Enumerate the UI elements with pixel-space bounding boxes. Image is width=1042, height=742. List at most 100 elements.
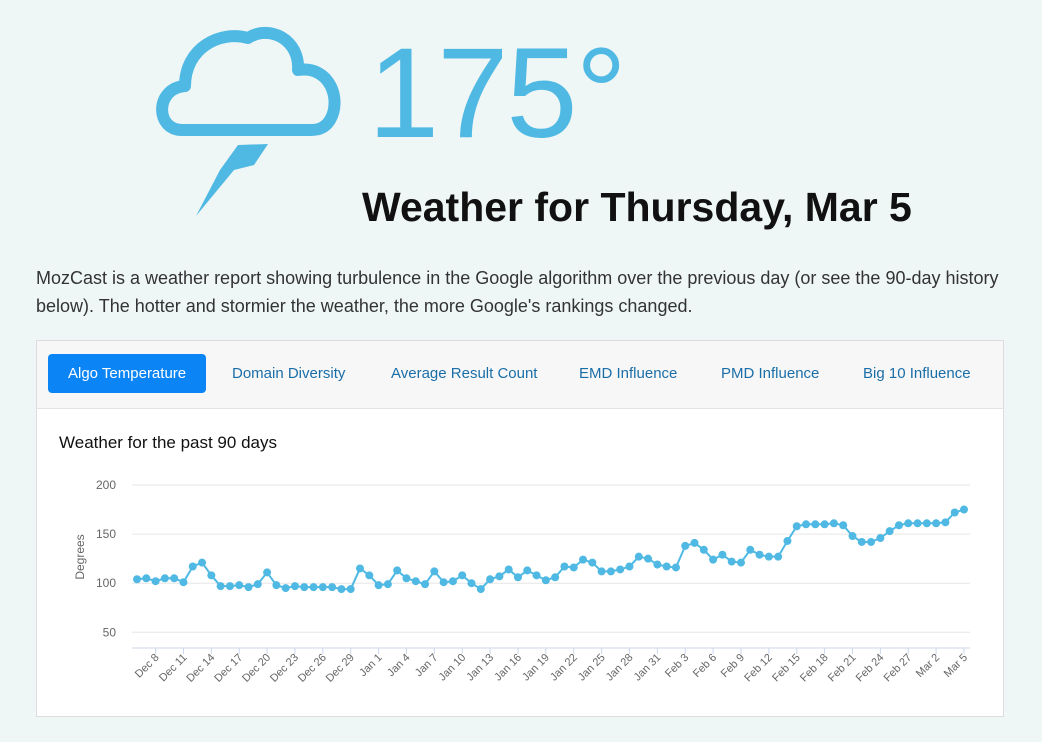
point xyxy=(318,583,327,592)
point xyxy=(662,562,671,571)
point xyxy=(857,537,866,546)
headline: Weather for Thursday, Mar 5 xyxy=(362,184,912,230)
temperature: 175° xyxy=(368,22,627,165)
point xyxy=(588,558,597,567)
point xyxy=(356,564,365,573)
point xyxy=(383,580,392,589)
point xyxy=(439,578,448,587)
point xyxy=(523,566,532,575)
point xyxy=(820,520,829,529)
point xyxy=(876,534,885,543)
x-tick-label: Jan 25 xyxy=(576,652,608,684)
point xyxy=(142,574,151,583)
point xyxy=(671,563,680,572)
point xyxy=(839,521,848,530)
x-tick-label: Feb 21 xyxy=(826,652,859,685)
point xyxy=(792,522,801,531)
point xyxy=(541,576,550,585)
point xyxy=(467,579,476,588)
point xyxy=(393,566,402,575)
point xyxy=(736,558,745,567)
point xyxy=(699,545,708,554)
point xyxy=(513,573,522,582)
cloud-icon xyxy=(156,27,341,216)
y-axis-label: Degrees xyxy=(73,534,87,579)
point xyxy=(746,545,755,554)
x-tick-label: Feb 12 xyxy=(742,652,775,685)
point xyxy=(681,541,690,550)
point xyxy=(579,555,588,564)
point xyxy=(216,582,225,591)
point xyxy=(402,574,411,583)
point xyxy=(885,527,894,536)
x-tick-label: Mar 5 xyxy=(942,652,970,680)
tab[interactable]: Big 10 Influence xyxy=(863,365,971,382)
tab-bar: Algo Temperature Domain Diversity Averag… xyxy=(37,341,1003,409)
point xyxy=(411,577,420,586)
point xyxy=(198,558,207,567)
x-tick-label: Feb 15 xyxy=(770,652,803,685)
point xyxy=(932,519,941,528)
point xyxy=(616,565,625,574)
point xyxy=(309,583,318,592)
point xyxy=(133,575,141,584)
point xyxy=(160,574,169,583)
chart-title: Weather for the past 90 days xyxy=(59,433,277,452)
x-tick-label: Feb 18 xyxy=(798,652,831,685)
point xyxy=(690,538,699,547)
x-tick-label: Jan 19 xyxy=(520,652,552,684)
point xyxy=(476,585,485,594)
tab[interactable]: Algo Temperature xyxy=(48,354,207,393)
point xyxy=(337,585,346,594)
tab[interactable]: Domain Diversity xyxy=(232,365,346,382)
point xyxy=(179,578,188,587)
point xyxy=(495,572,504,581)
point xyxy=(504,565,513,574)
y-tick-label: 50 xyxy=(103,625,117,639)
tab[interactable]: Average Result Count xyxy=(391,365,538,382)
x-tick-label: Feb 3 xyxy=(663,652,691,680)
point xyxy=(421,580,430,589)
point xyxy=(151,577,160,586)
point xyxy=(225,582,234,591)
point xyxy=(551,573,560,582)
point xyxy=(290,582,299,591)
point xyxy=(486,575,495,584)
x-tick-label: Jan 28 xyxy=(604,652,636,684)
y-tick-label: 150 xyxy=(96,527,116,541)
point xyxy=(634,552,643,561)
point xyxy=(727,557,736,566)
point xyxy=(430,567,439,576)
point xyxy=(374,581,383,590)
point xyxy=(848,532,857,541)
tab[interactable]: PMD Influence xyxy=(721,365,820,382)
point xyxy=(867,537,876,546)
line xyxy=(136,508,965,591)
x-tick-label: Jan 22 xyxy=(548,652,580,684)
point xyxy=(253,580,262,589)
x-tick-label: Feb 6 xyxy=(691,652,719,680)
point xyxy=(244,583,253,592)
x-tick-label: Dec 14 xyxy=(184,652,217,685)
point xyxy=(960,505,968,514)
point xyxy=(532,571,541,580)
x-tick-label: Dec 23 xyxy=(268,652,301,685)
point xyxy=(346,585,355,594)
point xyxy=(281,584,290,593)
x-tick-label: Mar 2 xyxy=(914,652,942,680)
point xyxy=(764,552,773,561)
tab[interactable]: EMD Influence xyxy=(579,365,678,382)
x-tick-label: Dec 11 xyxy=(157,652,190,685)
point xyxy=(625,562,634,571)
point xyxy=(569,563,578,572)
point xyxy=(300,583,309,592)
x-tick-label: Jan 31 xyxy=(632,652,664,684)
point xyxy=(188,562,197,571)
x-tick-label: Jan 10 xyxy=(437,652,469,684)
point xyxy=(458,571,467,580)
point xyxy=(774,552,783,561)
y-tick-label: 200 xyxy=(96,478,116,492)
point xyxy=(207,571,216,580)
description: MozCast is a weather report showing turb… xyxy=(36,268,999,316)
